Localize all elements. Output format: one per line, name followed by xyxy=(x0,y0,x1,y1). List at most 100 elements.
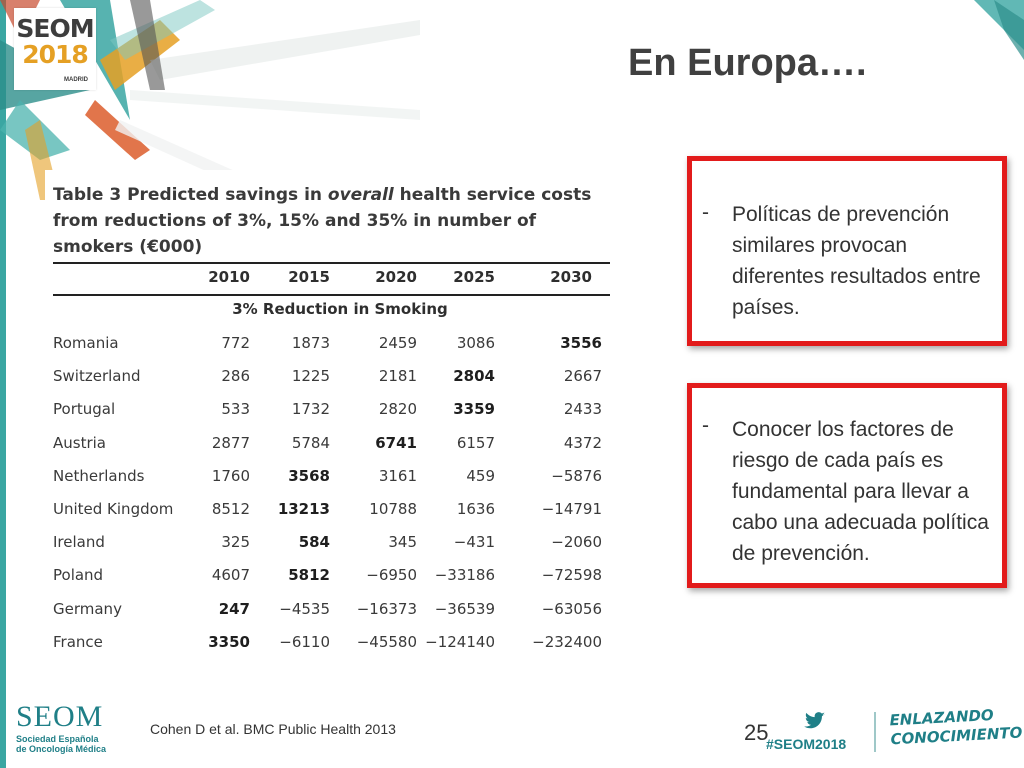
value-cell: 1225 xyxy=(291,367,330,386)
table-row: Switzerland 286 1225 2181 2804 2667 xyxy=(45,363,625,393)
value-cell: 533 xyxy=(221,400,250,419)
country-cell: France xyxy=(53,632,103,651)
table-row: Germany 247 −4535 −16373 −36539 −63056 xyxy=(45,596,625,626)
decorative-corner-art-right xyxy=(974,0,1024,60)
note-box-1: - Políticas de prevención similares prov… xyxy=(687,156,1007,346)
value-cell: 3568 xyxy=(288,466,330,485)
value-cell: 3161 xyxy=(378,466,417,485)
logo-year: 2018 xyxy=(22,40,89,69)
year-header: 2025 xyxy=(453,268,495,286)
country-cell: Germany xyxy=(53,599,122,618)
value-cell: 6157 xyxy=(456,433,495,452)
value-cell: −14791 xyxy=(541,500,602,518)
country-cell: Netherlands xyxy=(53,466,145,485)
seom-subtitle: Sociedad Española de Oncología Médica xyxy=(16,734,126,754)
value-cell: 2804 xyxy=(453,367,495,386)
value-cell: −6110 xyxy=(279,632,330,651)
seom-subtitle-line: Sociedad Española xyxy=(16,734,99,744)
table-row: Netherlands 1760 3568 3161 459 −5876 xyxy=(45,463,625,493)
value-cell: −63056 xyxy=(541,599,602,618)
value-cell: 4607 xyxy=(211,566,250,585)
savings-table: Table 3 Predicted savings in overall hea… xyxy=(45,170,625,670)
logo-city: MADRID xyxy=(64,77,88,83)
logo-name: SEOM xyxy=(16,14,94,43)
value-cell: −2060 xyxy=(551,533,602,552)
note-box-2: - Conocer los factores de riesgo de cada… xyxy=(687,383,1007,588)
value-cell: 2433 xyxy=(563,400,602,419)
value-cell: 772 xyxy=(221,334,250,352)
value-cell: 4372 xyxy=(563,433,602,452)
note-dash: - xyxy=(702,201,709,224)
value-cell: 1873 xyxy=(291,334,330,352)
value-cell: 5784 xyxy=(291,433,330,452)
caption-part-1: Table 3 Predicted savings in xyxy=(53,185,328,205)
value-cell: 2820 xyxy=(378,400,417,419)
value-cell: 5812 xyxy=(288,566,330,585)
value-cell: −33186 xyxy=(434,566,495,585)
seom-word: SEOM xyxy=(16,700,104,733)
table-subheading: 3% Reduction in Smoking xyxy=(232,300,448,318)
value-cell: 13213 xyxy=(277,500,330,518)
value-cell: −72598 xyxy=(541,566,602,585)
caption-part-3: health service costs from reductions of … xyxy=(53,185,592,257)
hashtag: #SEOM2018 xyxy=(766,736,847,752)
value-cell: 1732 xyxy=(291,400,330,419)
value-cell: −4535 xyxy=(279,599,330,618)
value-cell: −16373 xyxy=(356,599,417,618)
value-cell: 6741 xyxy=(375,433,417,452)
value-cell: −5876 xyxy=(551,466,602,485)
value-cell: 3086 xyxy=(456,334,495,352)
value-cell: 3556 xyxy=(560,334,602,352)
table-header-row: 2010 2015 2020 2025 2030 xyxy=(45,268,625,290)
caption-part-2: overall xyxy=(327,185,394,205)
table-row: Ireland 325 584 345 −431 −2060 xyxy=(45,529,625,559)
left-stripe xyxy=(0,0,6,768)
value-cell: 1760 xyxy=(211,466,250,485)
value-cell: 286 xyxy=(221,367,250,386)
value-cell: 584 xyxy=(298,533,330,552)
value-cell: −431 xyxy=(453,533,495,552)
slogan: ENLAZANDO CONOCIMIENTO xyxy=(889,705,1023,750)
footer-divider xyxy=(874,712,876,752)
country-cell: Poland xyxy=(53,566,104,585)
table-rule-mid xyxy=(53,294,610,296)
seom-subtitle-line: de Oncología Médica xyxy=(16,744,107,754)
seom-2018-logo: SEOM 2018 MADRID xyxy=(14,8,96,90)
value-cell: 10788 xyxy=(369,500,417,518)
table-row: United Kingdom 8512 13213 10788 1636 −14791 xyxy=(45,496,625,526)
slide-title: En Europa…. xyxy=(628,42,867,84)
value-cell: 2877 xyxy=(211,433,250,452)
value-cell: 3350 xyxy=(208,632,250,651)
value-cell: 2181 xyxy=(378,367,417,386)
table-row: Romania 772 1873 2459 3086 3556 xyxy=(45,330,625,360)
note-dash: - xyxy=(702,414,709,437)
country-cell: Switzerland xyxy=(53,367,141,386)
table-row: Poland 4607 5812 −6950 −33186 −72598 xyxy=(45,562,625,592)
value-cell: −45580 xyxy=(356,632,417,651)
twitter-icon xyxy=(804,712,825,729)
year-header: 2015 xyxy=(288,268,330,286)
table-caption: Table 3 Predicted savings in overall hea… xyxy=(53,182,613,260)
country-cell: Ireland xyxy=(53,533,105,552)
table-row: Austria 2877 5784 6741 6157 4372 xyxy=(45,430,625,460)
value-cell: 2459 xyxy=(378,334,417,352)
year-header: 2020 xyxy=(375,268,417,286)
seom-footer-logo: SEOM Sociedad Española de Oncología Médi… xyxy=(16,700,116,756)
value-cell: −6950 xyxy=(366,566,417,585)
country-cell: Romania xyxy=(53,334,119,352)
value-cell: 459 xyxy=(466,466,495,485)
value-cell: 247 xyxy=(218,599,250,618)
citation: Cohen D et al. BMC Public Health 2013 xyxy=(150,721,396,737)
value-cell: −36539 xyxy=(434,599,495,618)
table-row: Portugal 533 1732 2820 3359 2433 xyxy=(45,396,625,426)
value-cell: −124140 xyxy=(425,632,495,651)
note-text: Políticas de prevención similares provoc… xyxy=(732,203,981,319)
value-cell: 3359 xyxy=(453,400,495,419)
value-cell: 325 xyxy=(221,533,250,552)
table-row: France 3350 −6110 −45580 −124140 −232400 xyxy=(45,629,625,659)
value-cell: 8512 xyxy=(211,500,250,518)
year-header: 2030 xyxy=(550,268,592,286)
country-cell: Portugal xyxy=(53,400,116,419)
value-cell: −232400 xyxy=(532,632,602,651)
note-text: Conocer los factores de riesgo de cada p… xyxy=(732,418,989,565)
